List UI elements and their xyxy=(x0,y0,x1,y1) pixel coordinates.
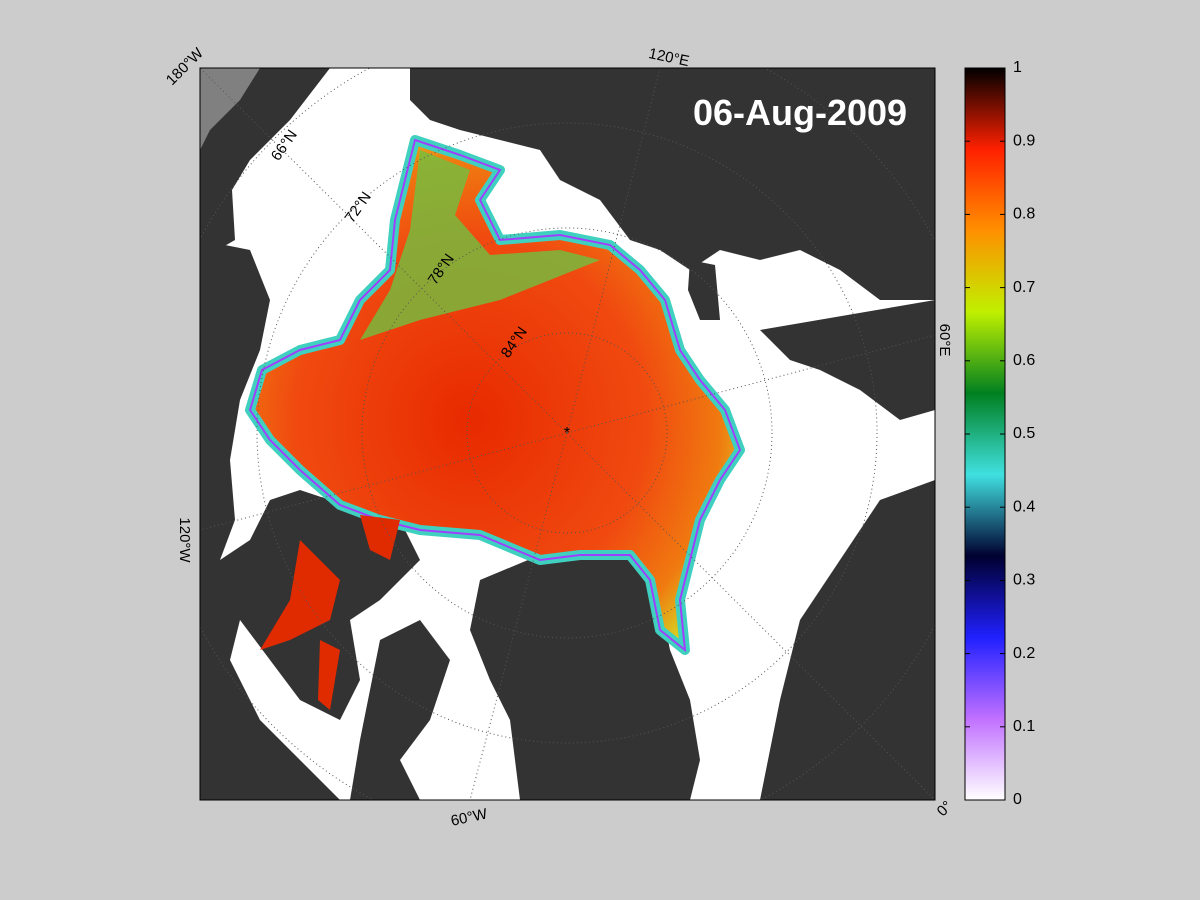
lon-label: 60°E xyxy=(936,324,953,357)
lon-label: 120°W xyxy=(176,517,193,563)
colorbar-tick-label: 0.8 xyxy=(1013,206,1035,223)
colorbar-tick-label: 0.6 xyxy=(1013,352,1035,369)
land xyxy=(410,68,935,300)
lon-label: 0° xyxy=(934,798,956,820)
lon-label: 120°E xyxy=(647,45,691,70)
land xyxy=(688,260,720,320)
colorbar-tick-label: 0.9 xyxy=(1013,132,1035,149)
colorbar-tick-label: 0.4 xyxy=(1013,498,1035,515)
land-ice xyxy=(200,68,260,150)
colorbar-tick-label: 1 xyxy=(1013,59,1022,76)
ice-edge xyxy=(248,138,742,653)
colorbar: 0 0.1 0.2 0.3 0.4 0.5 0.6 0.7 0.8 0.9 1 xyxy=(964,59,1035,808)
land xyxy=(760,300,935,420)
colorbar-tick-label: 0.3 xyxy=(1013,572,1035,589)
map-frame xyxy=(199,67,936,801)
sea-ice-mid xyxy=(360,150,600,340)
land xyxy=(350,620,450,800)
colorbar-tick-label: 0.2 xyxy=(1013,645,1035,662)
sea-ice xyxy=(260,515,400,710)
lon-label: 60°W xyxy=(449,805,489,829)
svg-text:*: * xyxy=(564,425,570,442)
colorbar-tick-label: 0 xyxy=(1013,791,1022,808)
colorbar-tick-label: 0.1 xyxy=(1013,718,1035,735)
land xyxy=(760,480,935,800)
colorbar-tick-label: 0.7 xyxy=(1013,279,1035,296)
colorbar-gradient xyxy=(964,67,1006,801)
date-label: 06-Aug-2009 xyxy=(693,92,907,133)
land xyxy=(200,240,420,800)
map: * xyxy=(200,68,935,800)
land xyxy=(470,545,700,800)
colorbar-tick-label: 0.5 xyxy=(1013,425,1035,442)
land xyxy=(200,68,330,260)
graticule: * xyxy=(200,68,935,800)
